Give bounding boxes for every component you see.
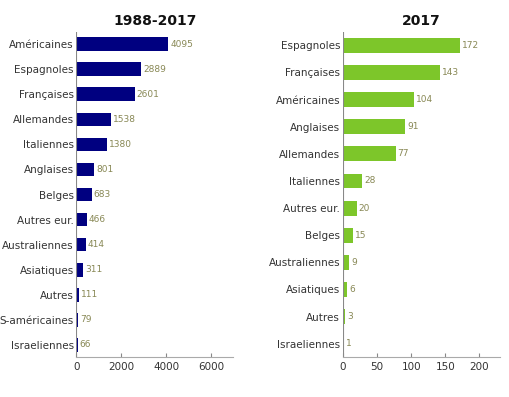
Text: 311: 311: [85, 265, 102, 274]
Text: 801: 801: [96, 165, 114, 174]
Text: 2889: 2889: [143, 65, 165, 74]
Bar: [76, 37, 168, 51]
Text: 1538: 1538: [112, 115, 135, 124]
Bar: [343, 92, 413, 107]
Bar: [76, 112, 111, 126]
Text: 2601: 2601: [136, 90, 159, 99]
Title: 1988-2017: 1988-2017: [113, 14, 196, 28]
Text: 77: 77: [397, 149, 408, 158]
Bar: [343, 200, 356, 216]
Text: 172: 172: [461, 41, 478, 50]
Text: 414: 414: [88, 240, 104, 249]
Text: 111: 111: [81, 290, 98, 299]
Title: 2017: 2017: [401, 14, 440, 28]
Bar: [76, 62, 141, 76]
Bar: [343, 119, 404, 134]
Text: 6: 6: [348, 285, 354, 294]
Bar: [76, 87, 134, 101]
Text: 3: 3: [346, 312, 352, 321]
Text: 683: 683: [94, 190, 111, 199]
Bar: [76, 288, 79, 302]
Bar: [343, 228, 353, 243]
Bar: [76, 163, 94, 176]
Bar: [76, 213, 87, 226]
Bar: [76, 313, 78, 327]
Text: 466: 466: [89, 215, 106, 224]
Text: 9: 9: [350, 258, 356, 267]
Bar: [343, 309, 345, 324]
Text: 4095: 4095: [170, 40, 192, 49]
Bar: [76, 263, 83, 277]
Text: 1: 1: [345, 339, 351, 348]
Text: 1380: 1380: [109, 140, 132, 149]
Text: 104: 104: [415, 95, 432, 104]
Text: 143: 143: [441, 68, 459, 77]
Text: 66: 66: [80, 340, 91, 349]
Bar: [343, 146, 395, 161]
Bar: [343, 255, 349, 270]
Text: 20: 20: [358, 204, 369, 213]
Bar: [343, 173, 361, 189]
Bar: [76, 188, 92, 201]
Bar: [343, 65, 440, 80]
Bar: [76, 238, 86, 252]
Text: 15: 15: [354, 231, 366, 240]
Bar: [76, 338, 78, 352]
Text: 91: 91: [406, 122, 417, 131]
Bar: [343, 38, 459, 53]
Text: 79: 79: [80, 315, 92, 324]
Bar: [343, 282, 347, 297]
Bar: [76, 138, 107, 151]
Text: 28: 28: [363, 176, 375, 185]
